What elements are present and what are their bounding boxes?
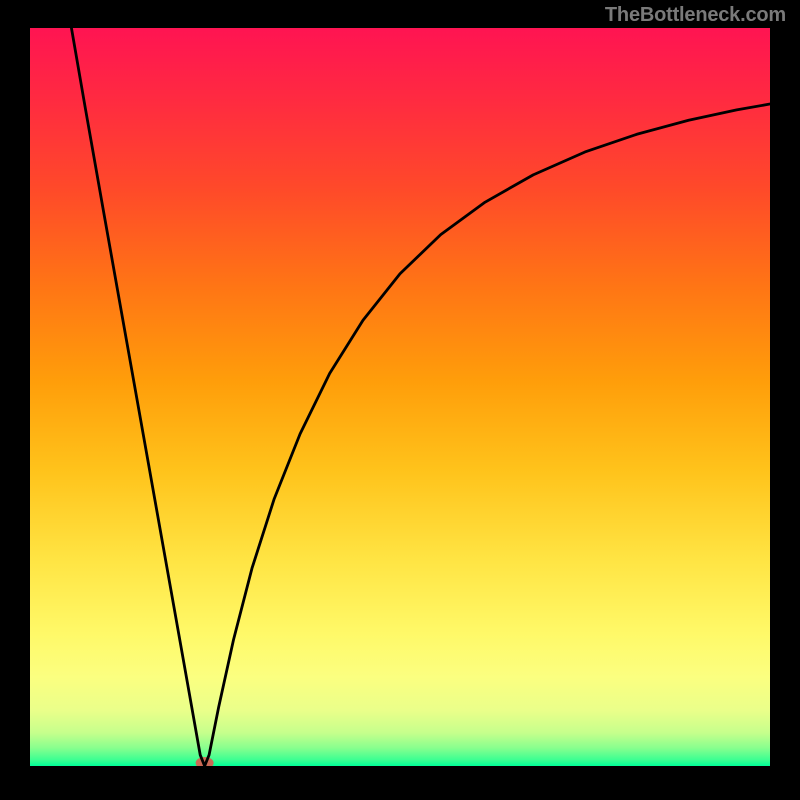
plot-svg [30,28,770,766]
plot-area [30,28,770,766]
watermark-text: TheBottleneck.com [605,4,786,27]
chart-container: TheBottleneck.com [0,0,800,800]
gradient-background [30,28,770,766]
